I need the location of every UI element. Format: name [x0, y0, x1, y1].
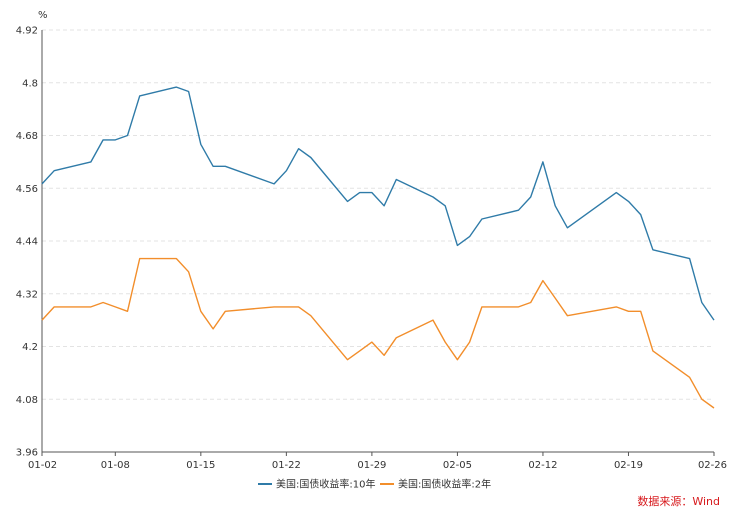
grid	[42, 29, 714, 400]
x-tick-label: 01-15	[186, 460, 215, 471]
x-tick-label: 01-08	[101, 460, 130, 471]
y-tick-label: 4.44	[16, 237, 38, 248]
legend: 美国:国债收益率:10年 美国:国债收益率:2年	[258, 478, 491, 491]
legend-label-0: 美国:国债收益率:10年	[276, 478, 375, 491]
series-group	[41, 86, 715, 409]
x-tick-label: 02-12	[528, 460, 557, 471]
series-line-0	[41, 86, 715, 321]
y-axis-unit: %	[38, 10, 48, 21]
x-tick-label: 01-29	[357, 460, 386, 471]
series-line-1	[41, 257, 715, 409]
data-source-note: 数据来源：Wind	[637, 495, 720, 508]
x-tick-label: 02-19	[614, 460, 643, 471]
y-tick-label: 4.8	[22, 78, 38, 89]
y-tick-label: 3.96	[16, 448, 38, 459]
y-tick-label: 4.32	[16, 289, 38, 300]
y-tick-label: 4.2	[22, 342, 38, 353]
y-tick-label: 4.68	[16, 131, 38, 142]
x-tick-label: 02-05	[443, 460, 472, 471]
x-tick-label: 01-22	[272, 460, 301, 471]
x-tick-label: 02-26	[698, 460, 727, 471]
y-tick-label: 4.08	[16, 395, 38, 406]
y-tick-label: 4.92	[16, 26, 38, 37]
y-axis-labels: 3.96 4.08 4.2 4.32 4.44 4.56 4.68 4.8 4.92	[16, 26, 38, 459]
axes	[41, 30, 715, 456]
y-tick-label: 4.56	[16, 184, 38, 195]
legend-label-1: 美国:国债收益率:2年	[398, 478, 491, 491]
x-tick-label: 01-02	[28, 460, 57, 471]
x-axis-labels: 01-02 01-08 01-15 01-22 01-29 02-05 02-12 02-19…	[28, 460, 727, 471]
